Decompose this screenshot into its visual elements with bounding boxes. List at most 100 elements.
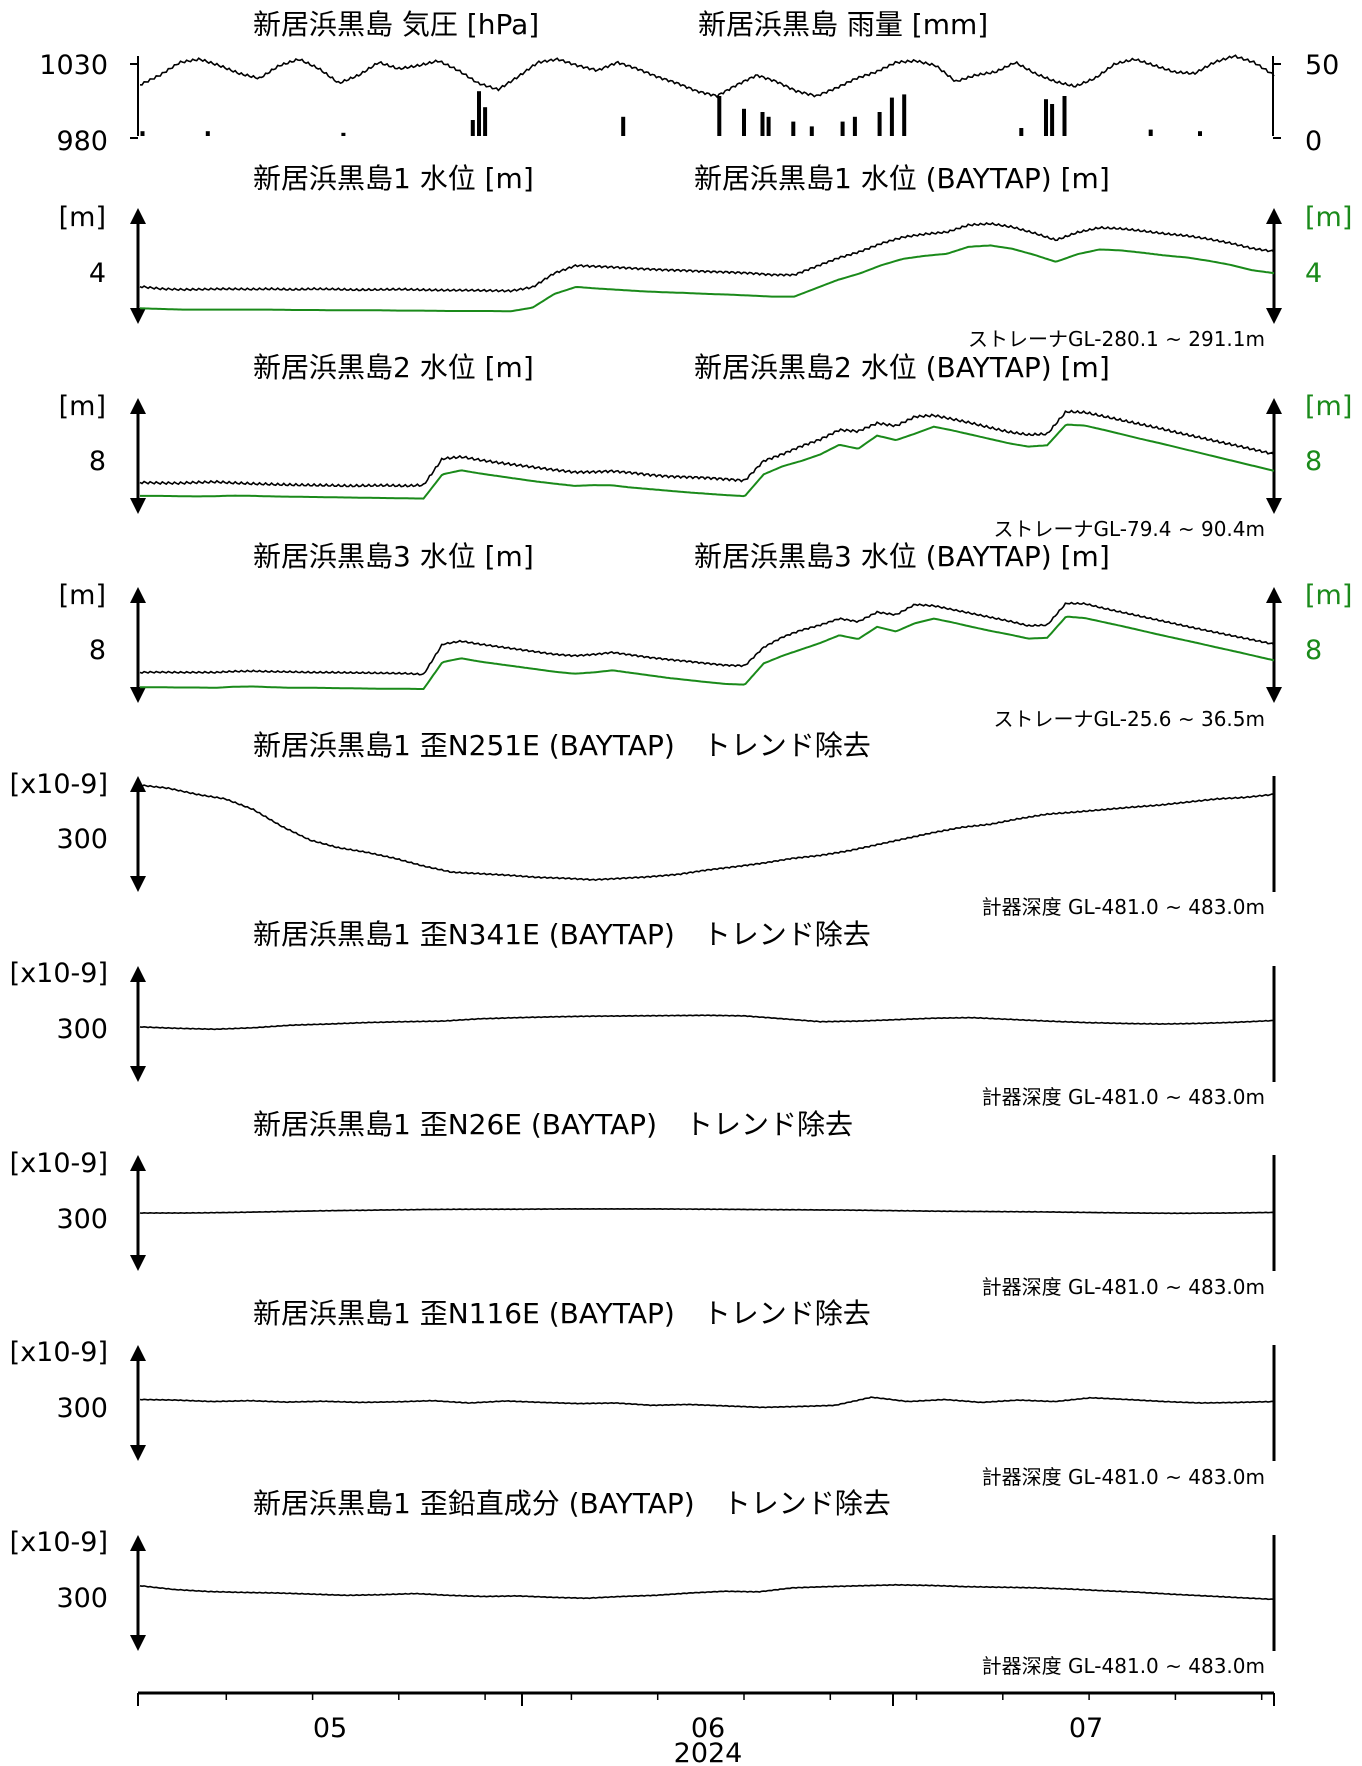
wl2-scale-arrow-left — [130, 398, 146, 514]
wl3-series — [139, 601, 1275, 676]
strain-n26e-depth-note: 計器深度 GL-481.0 ~ 483.0m — [982, 1275, 1265, 1299]
rain-bar — [1050, 104, 1055, 136]
wl2-tick-left: 8 — [89, 446, 106, 477]
wl1-title: 新居浜黒島1 水位 [m] — [253, 162, 534, 195]
wl2-unit-left: [m] — [59, 391, 106, 422]
rain-bar — [1062, 96, 1067, 136]
wl1-baytap-series — [139, 244, 1275, 313]
time-axis-minor-ticks — [225, 1693, 1263, 1700]
rain-bar — [140, 131, 145, 136]
rain-bar — [1044, 99, 1048, 136]
pressure-title: 新居浜黒島 気圧 [hPa] — [253, 8, 539, 41]
rain-tick-bottom: 0 — [1305, 126, 1322, 157]
rain-axis — [1272, 56, 1281, 139]
wl3-scale-arrow-right — [1266, 587, 1282, 703]
rain-bar — [902, 94, 907, 136]
rain-title: 新居浜黒島 雨量 [mm] — [698, 8, 988, 41]
rain-bar — [1198, 131, 1202, 136]
strain-n341e-series — [139, 1014, 1275, 1031]
strain-n116e-unit: [x10-9] — [10, 1337, 108, 1368]
wl2-scale-arrow-right — [1266, 398, 1282, 514]
wl1-strainer-note: ストレーナGL-280.1 ~ 291.1m — [968, 327, 1265, 351]
month-label-07: 07 — [1069, 1713, 1103, 1744]
month-label-05: 05 — [313, 1713, 347, 1744]
wl1-scale-arrow-right — [1266, 208, 1282, 324]
rain-bar — [760, 112, 765, 136]
year-label: 2024 — [674, 1738, 743, 1766]
rain-bar — [1148, 129, 1153, 136]
rain-bars — [140, 91, 1202, 136]
strain-vertical-panel: 新居浜黒島1 歪鉛直成分 (BAYTAP) トレンド除去 [x10-9] 300… — [10, 1487, 1276, 1678]
rain-bar — [341, 132, 346, 136]
wl3-tick-left: 8 — [89, 635, 106, 666]
strain-vertical-unit: [x10-9] — [10, 1527, 108, 1558]
wl1-baytap-title: 新居浜黒島1 水位 (BAYTAP) [m] — [694, 162, 1110, 195]
pressure-series — [139, 54, 1275, 99]
wl3-baytap-title: 新居浜黒島3 水位 (BAYTAP) [m] — [694, 540, 1110, 573]
strain-n251e-tick: 300 — [56, 824, 108, 855]
strain-n26e-panel: 新居浜黒島1 歪N26E (BAYTAP) トレンド除去 [x10-9] 300… — [10, 1108, 1276, 1299]
wl2-baytap-series — [140, 423, 1275, 500]
rain-bar — [1019, 128, 1024, 136]
pressure-tick-bottom: 980 — [56, 126, 108, 157]
strain-n251e-scale-arrow — [130, 776, 146, 892]
strain-n251e-title: 新居浜黒島1 歪N251E (BAYTAP) トレンド除去 — [253, 729, 871, 762]
strain-n116e-panel: 新居浜黒島1 歪N116E (BAYTAP) トレンド除去 [x10-9] 30… — [10, 1297, 1276, 1489]
rain-bar — [889, 97, 894, 136]
wl3-unit-left: [m] — [59, 580, 106, 611]
strain-vertical-title: 新居浜黒島1 歪鉛直成分 (BAYTAP) トレンド除去 — [253, 1487, 891, 1520]
wl2-series — [139, 409, 1275, 488]
strain-n26e-title: 新居浜黒島1 歪N26E (BAYTAP) トレンド除去 — [253, 1108, 853, 1141]
rain-bar — [809, 126, 814, 136]
water-level-2-panel: 新居浜黒島2 水位 [m] 新居浜黒島2 水位 (BAYTAP) [m] [m]… — [59, 351, 1353, 541]
strain-n116e-depth-note: 計器深度 GL-481.0 ~ 483.0m — [982, 1465, 1265, 1489]
rain-bar — [205, 131, 210, 136]
pressure-tick-top: 1030 — [39, 50, 108, 81]
wl3-strainer-note: ストレーナGL-25.6 ~ 36.5m — [993, 707, 1265, 731]
strain-n251e-series — [139, 784, 1275, 882]
rain-bar — [742, 108, 746, 136]
month-label-06: 06 — [691, 1713, 725, 1744]
wl2-unit-right: [m] — [1305, 391, 1352, 422]
strain-n341e-unit: [x10-9] — [10, 958, 108, 989]
strain-n26e-scale-arrow — [130, 1155, 146, 1271]
strain-n251e-depth-note: 計器深度 GL-481.0 ~ 483.0m — [982, 895, 1265, 919]
wl3-baytap-series — [140, 615, 1275, 690]
rain-bar — [852, 116, 857, 136]
strain-n341e-tick: 300 — [56, 1014, 108, 1045]
pressure-axis — [130, 56, 139, 139]
rain-bar — [877, 112, 882, 136]
strain-n341e-scale-arrow — [130, 966, 146, 1082]
rain-tick-top: 50 — [1305, 50, 1339, 81]
rain-bar — [470, 120, 475, 136]
wl2-title: 新居浜黒島2 水位 [m] — [253, 351, 534, 384]
wl1-series — [139, 222, 1275, 293]
strain-n341e-title: 新居浜黒島1 歪N341E (BAYTAP) トレンド除去 — [253, 918, 871, 951]
time-axis: 05 06 07 2024 — [137, 1691, 1275, 1766]
rain-bar — [483, 107, 488, 136]
wl1-unit-left: [m] — [59, 202, 106, 233]
wl1-scale-arrow-left — [130, 208, 146, 324]
water-level-3-panel: 新居浜黒島3 水位 [m] 新居浜黒島3 水位 (BAYTAP) [m] [m]… — [59, 540, 1353, 731]
rain-bar — [621, 116, 626, 136]
rain-bar — [791, 121, 796, 136]
rain-bar — [477, 91, 481, 136]
strain-vertical-scale-arrow — [130, 1535, 146, 1651]
wl2-baytap-title: 新居浜黒島2 水位 (BAYTAP) [m] — [694, 351, 1110, 384]
wl3-tick-right: 8 — [1305, 635, 1322, 666]
strain-n116e-series — [139, 1396, 1275, 1409]
strain-vertical-tick: 300 — [56, 1583, 108, 1614]
wl1-unit-right: [m] — [1305, 202, 1352, 233]
wl3-title: 新居浜黒島3 水位 [m] — [253, 540, 534, 573]
strain-vertical-depth-note: 計器深度 GL-481.0 ~ 483.0m — [982, 1654, 1265, 1678]
wl2-tick-right: 8 — [1305, 446, 1322, 477]
rain-bar — [766, 116, 771, 136]
strain-n341e-depth-note: 計器深度 GL-481.0 ~ 483.0m — [982, 1085, 1265, 1109]
rain-bar — [717, 96, 722, 136]
wl2-strainer-note: ストレーナGL-79.4 ~ 90.4m — [993, 517, 1265, 541]
wl1-tick-left: 4 — [89, 258, 106, 289]
strain-n116e-scale-arrow — [130, 1345, 146, 1461]
strain-n341e-panel: 新居浜黒島1 歪N341E (BAYTAP) トレンド除去 [x10-9] 30… — [10, 918, 1276, 1109]
water-level-1-panel: 新居浜黒島1 水位 [m] 新居浜黒島1 水位 (BAYTAP) [m] [m]… — [59, 162, 1353, 351]
